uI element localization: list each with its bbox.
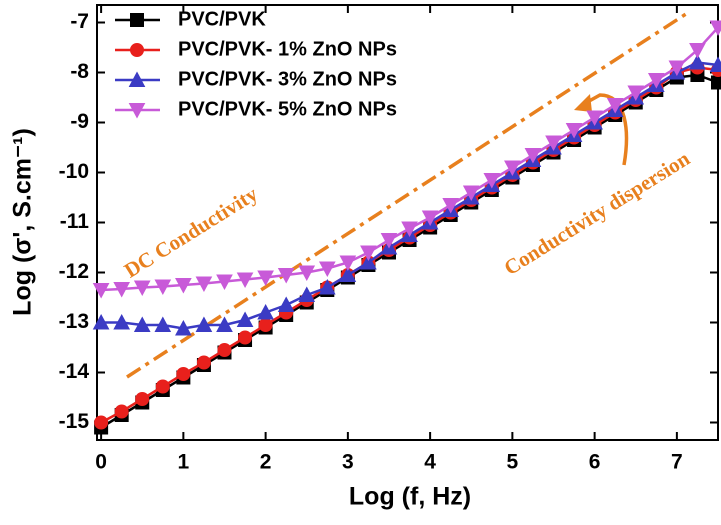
data-point — [195, 316, 213, 332]
data-point — [380, 233, 398, 249]
data-point — [627, 85, 645, 102]
annotation: DC Conductivity — [120, 181, 262, 282]
data-point — [689, 53, 706, 70]
data-point — [483, 173, 501, 189]
x-tick-label: 0 — [95, 451, 107, 474]
data-point — [154, 316, 172, 332]
data-point — [298, 286, 316, 302]
data-point — [133, 280, 151, 297]
data-point — [257, 303, 274, 320]
legend-label: PVC/PVK — [178, 8, 266, 30]
y-tick-label: -12 — [59, 260, 89, 283]
data-point — [277, 296, 295, 312]
x-tick-label: 6 — [589, 451, 601, 474]
data-point — [586, 110, 603, 127]
x-tick-label: 7 — [671, 451, 683, 474]
data-point — [318, 278, 336, 295]
data-point — [216, 274, 233, 291]
data-point — [711, 75, 721, 90]
dispersion-arrowhead — [574, 94, 592, 112]
data-point — [236, 311, 254, 327]
data-point — [565, 123, 583, 139]
data-point — [545, 135, 562, 152]
legend-label: PVC/PVK- 3% ZnO NPs — [178, 68, 397, 90]
legend-label: PVC/PVK- 5% ZnO NPs — [178, 98, 397, 120]
y-tick-label: -10 — [59, 160, 89, 183]
data-point — [647, 73, 665, 89]
data-point — [257, 270, 274, 287]
y-tick-label: -7 — [70, 10, 89, 33]
data-point — [217, 343, 232, 357]
data-point — [442, 198, 460, 214]
x-tick-label: 1 — [178, 451, 190, 474]
x-tick-label: 2 — [260, 451, 272, 474]
data-point — [113, 282, 131, 298]
dispersion-arrow — [581, 93, 629, 166]
x-tick-label: 4 — [424, 451, 436, 474]
data-point — [360, 245, 377, 262]
legend-marker — [130, 43, 144, 57]
data-point — [238, 330, 253, 345]
data-point — [462, 185, 480, 202]
data-point — [216, 316, 233, 332]
data-point — [339, 266, 357, 282]
data-point — [689, 43, 706, 59]
data-point — [135, 392, 150, 406]
data-point — [175, 319, 192, 336]
data-point — [94, 415, 109, 430]
legend-marker — [128, 71, 146, 87]
dc-guide-line — [126, 10, 690, 379]
y-tick-label: -14 — [59, 360, 90, 383]
data-point — [258, 318, 273, 332]
y-axis-label: Log (σ', S.cm⁻¹) — [9, 128, 37, 316]
data-point — [236, 272, 254, 289]
data-point — [339, 255, 357, 272]
data-point — [155, 379, 170, 394]
data-point — [606, 98, 624, 114]
y-tick-label: -13 — [59, 310, 89, 333]
data-point — [196, 355, 211, 370]
data-point — [668, 60, 686, 77]
data-point — [175, 278, 192, 294]
x-axis-label: Log (f, Hz) — [349, 483, 471, 511]
legend-marker — [130, 13, 144, 27]
data-point — [133, 316, 151, 332]
data-point — [504, 160, 521, 177]
data-point — [195, 276, 213, 293]
x-tick-label: 5 — [507, 451, 519, 474]
data-point — [401, 221, 418, 238]
legend-marker — [128, 103, 146, 119]
data-point — [277, 268, 295, 284]
y-tick-label: -11 — [60, 210, 90, 233]
data-point — [114, 404, 129, 419]
y-tick-label: -8 — [70, 60, 89, 83]
y-tick-label: -9 — [70, 110, 89, 133]
data-point — [709, 20, 721, 37]
data-point — [318, 261, 336, 278]
data-point — [154, 279, 172, 296]
y-tick-label: -15 — [59, 410, 90, 433]
data-point — [113, 313, 131, 330]
data-point — [92, 313, 110, 330]
data-point — [421, 210, 439, 227]
legend-label: PVC/PVK- 1% ZnO NPs — [178, 38, 397, 60]
data-point — [709, 56, 721, 72]
data-point — [92, 283, 110, 299]
data-point — [298, 265, 316, 282]
data-point — [360, 253, 377, 270]
data-point — [524, 148, 542, 164]
data-point — [176, 367, 191, 381]
x-tick-label: 3 — [342, 451, 354, 474]
